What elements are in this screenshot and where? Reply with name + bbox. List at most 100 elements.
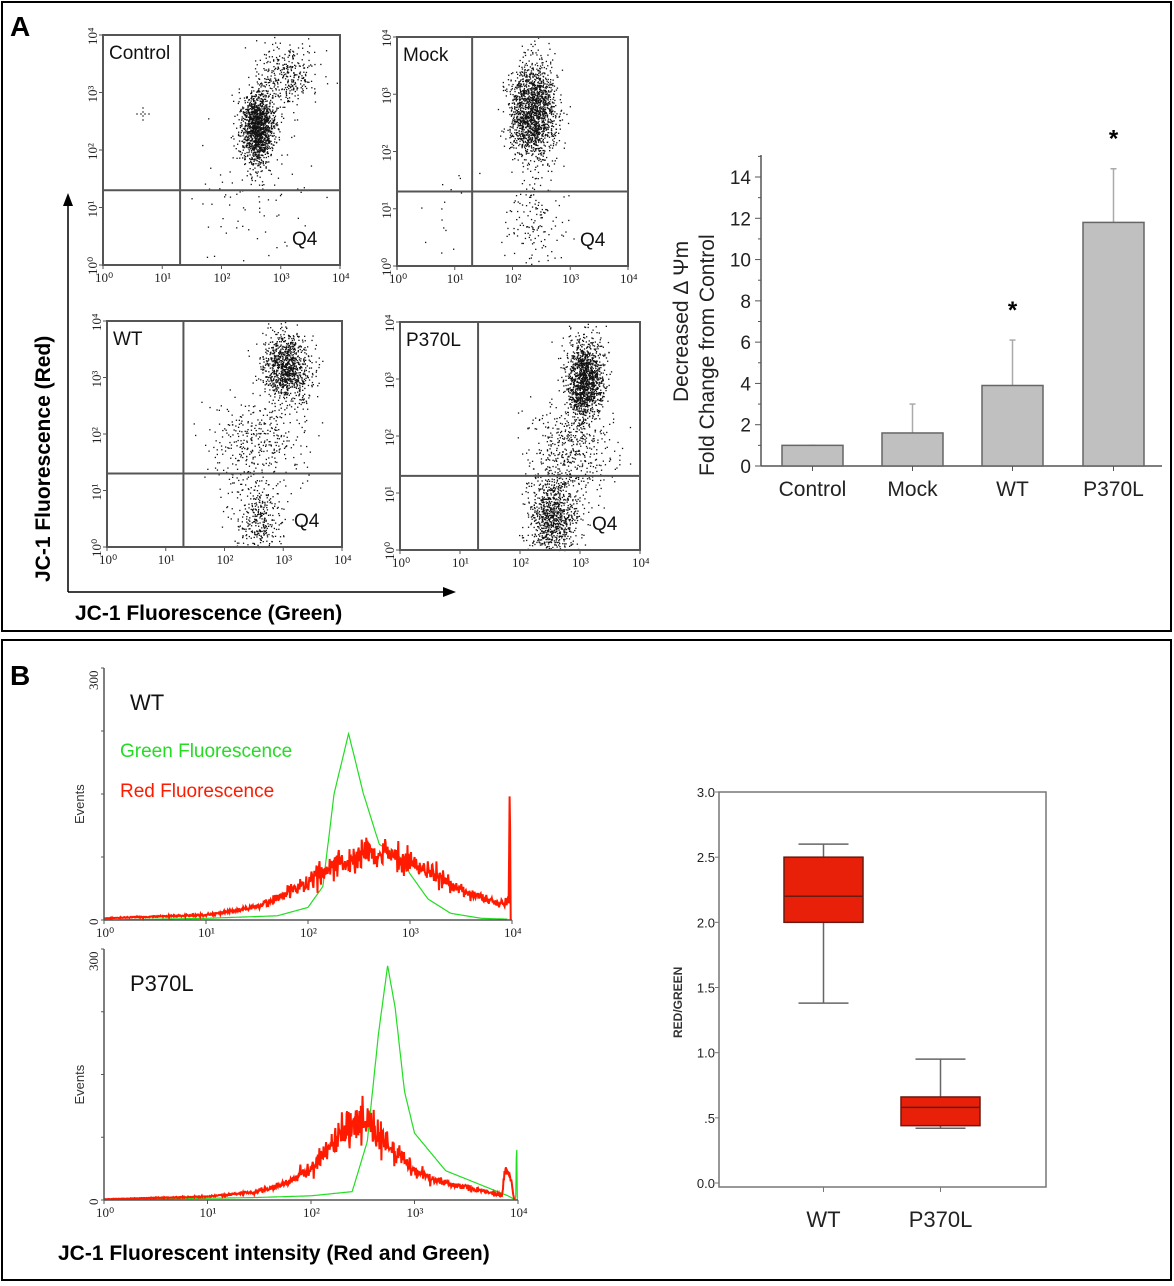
scatter-point (524, 145, 526, 147)
scatter-point (257, 134, 260, 136)
scatter-point (510, 80, 512, 82)
scatter-point (509, 129, 511, 131)
scatter-point (290, 358, 292, 360)
scatter-point (544, 91, 547, 93)
scatter-point (279, 55, 281, 57)
scatter-point (541, 177, 543, 179)
scatter-point (534, 78, 536, 81)
scatter-point (522, 133, 524, 135)
scatter-point (537, 178, 539, 180)
scatter-point (292, 367, 294, 370)
scatter-point (538, 86, 540, 88)
scatter-point (268, 136, 270, 138)
scatter-point (538, 117, 541, 120)
scatter-point (239, 97, 241, 100)
scatter-point (521, 145, 523, 147)
scatter-point (261, 141, 263, 143)
x-tick-label: 10⁴ (620, 271, 638, 286)
scatter-point (286, 76, 289, 78)
scatter-point (251, 504, 253, 507)
scatter-point (530, 50, 533, 52)
scatter-point (271, 535, 273, 537)
scatter-point (259, 120, 261, 122)
scatter-point (254, 147, 256, 149)
scatter-point (441, 208, 443, 210)
scatter-point (532, 51, 534, 54)
scatter-point (519, 75, 521, 77)
scatter-point (553, 106, 555, 108)
scatter-point (283, 373, 285, 375)
scatter-point (249, 113, 251, 116)
scatter-point (297, 406, 299, 408)
scatter-point (266, 121, 269, 123)
scatter-point (274, 84, 276, 86)
scatter-point (275, 361, 278, 363)
scatter-point (283, 359, 285, 361)
scatter-point (283, 361, 285, 363)
scatter-point (270, 327, 272, 329)
scatter-point (251, 117, 253, 119)
scatter-point (533, 96, 536, 99)
scatter-point (288, 335, 291, 337)
scatter-point (524, 122, 526, 125)
scatter-point (518, 82, 520, 85)
scatter-point (251, 142, 253, 144)
scatter-point (525, 149, 527, 152)
scatter-point (249, 116, 252, 118)
scatter-point (244, 102, 246, 104)
scatter-point (522, 90, 524, 93)
scatter-point (268, 51, 270, 53)
scatter-point (282, 368, 284, 370)
scatter-point (542, 155, 544, 157)
scatter-point (291, 339, 294, 342)
scatter-point (254, 127, 256, 129)
scatter-point (529, 74, 531, 76)
scatter-point (544, 127, 546, 129)
scatter-point (534, 123, 536, 125)
scatter-point (273, 132, 275, 134)
scatter-point (275, 345, 277, 347)
scatter-point (561, 234, 563, 236)
scatter-point (531, 99, 533, 101)
scatter-point (289, 355, 291, 357)
scatter-point (303, 372, 305, 374)
scatter-point (277, 374, 279, 376)
scatter-point (514, 88, 516, 90)
scatter-point (301, 43, 304, 45)
scatter-point (274, 77, 276, 79)
scatter-point (260, 134, 262, 136)
scatter-point (511, 171, 513, 173)
scatter-point (251, 505, 254, 508)
scatter-point (518, 106, 520, 108)
scatter-point (262, 103, 264, 105)
scatter-point (283, 394, 285, 396)
scatter-point (266, 90, 268, 92)
scatter-point (294, 95, 296, 97)
scatter-point (249, 125, 251, 127)
scatter-point (542, 97, 544, 99)
scatter-point (544, 124, 546, 127)
scatter-point (287, 65, 289, 67)
scatter-point (254, 534, 256, 536)
scatter-point (237, 220, 239, 222)
scatter-point (286, 327, 288, 330)
scatter-point (219, 188, 221, 190)
scatter-point (541, 134, 543, 136)
scatter-point (513, 102, 515, 104)
scatter-point (291, 173, 293, 175)
scatter-point (265, 140, 267, 143)
scatter-point (545, 100, 547, 103)
scatter-point (278, 366, 280, 369)
scatter-point (284, 349, 287, 351)
scatter-point (295, 369, 297, 371)
scatter-point (265, 121, 267, 123)
scatter-point (514, 121, 516, 123)
scatter-point (540, 211, 542, 213)
scatter-point (320, 63, 322, 66)
scatter-point (278, 355, 280, 357)
scatter-point (265, 136, 267, 139)
scatter-point (260, 128, 262, 130)
scatter-point (526, 125, 529, 128)
scatter-point (295, 387, 298, 389)
scatter-point (294, 74, 296, 76)
